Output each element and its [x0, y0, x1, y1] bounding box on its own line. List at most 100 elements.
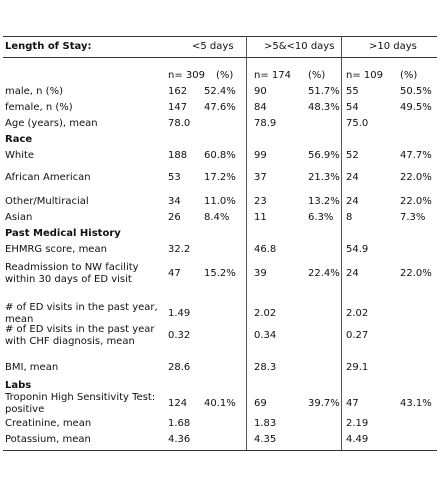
- table-cell: 78.0: [168, 118, 191, 129]
- table-cell: 1.49: [168, 308, 191, 319]
- table-cell: 11.0%: [204, 196, 236, 207]
- table-cell: 47: [346, 398, 359, 409]
- row-label: with CHF diagnosis, mean: [5, 336, 135, 347]
- table-cell: 4.36: [168, 434, 191, 445]
- table-cell: 0.32: [168, 330, 191, 341]
- table-cell: 26: [168, 212, 181, 223]
- row-label: positive: [5, 404, 45, 415]
- row-label: Potassium, mean: [5, 434, 91, 445]
- row-label: Troponin High Sensitivity Test:: [5, 392, 156, 403]
- row-label: Asian: [5, 212, 33, 223]
- row-label: BMI, mean: [5, 362, 59, 373]
- n-label: n= 309: [168, 70, 205, 81]
- table-cell: 84: [254, 102, 267, 113]
- table-cell: 2.02: [346, 308, 369, 319]
- table-cell: 53: [168, 172, 181, 183]
- header-group: >10 days: [369, 41, 417, 52]
- row-label: # of ED visits in the past year,: [5, 302, 158, 313]
- row-label: Age (years), mean: [5, 118, 98, 129]
- header-group: <5 days: [192, 41, 234, 52]
- section-heading: Past Medical History: [5, 228, 121, 239]
- row-label: # of ED visits in the past year: [5, 324, 155, 335]
- table-cell: 1.83: [254, 418, 277, 429]
- table-cell: 2.19: [346, 418, 369, 429]
- table-cell: 21.3%: [308, 172, 340, 183]
- table-cell: 1.68: [168, 418, 191, 429]
- table-cell: 47.6%: [204, 102, 236, 113]
- table-cell: 54.9: [346, 244, 369, 255]
- table-cell: 24: [346, 268, 359, 279]
- table-cell: 28.6: [168, 362, 191, 373]
- table-cell: 6.3%: [308, 212, 334, 223]
- header-group: >5&<10 days: [264, 41, 335, 52]
- table-cell: 52: [346, 150, 359, 161]
- table-cell: 28.3: [254, 362, 277, 373]
- row-label: African American: [5, 172, 91, 183]
- row-label: Other/Multiracial: [5, 196, 89, 207]
- row-label: White: [5, 150, 35, 161]
- table-cell: 17.2%: [204, 172, 236, 183]
- table-cell: 39.7%: [308, 398, 340, 409]
- table-cell: 15.2%: [204, 268, 236, 279]
- pct-label: (%): [216, 70, 234, 81]
- table-cell: 54: [346, 102, 359, 113]
- table-cell: 22.0%: [400, 172, 432, 183]
- table-cell: 47: [168, 268, 181, 279]
- table-cell: 8: [346, 212, 353, 223]
- table-rule: [3, 57, 437, 58]
- table-cell: 43.1%: [400, 398, 432, 409]
- table-cell: 37: [254, 172, 267, 183]
- table-cell: 78.9: [254, 118, 277, 129]
- table-rule: [3, 450, 437, 451]
- table-cell: 99: [254, 150, 267, 161]
- table-cell: 55: [346, 86, 359, 97]
- table-cell: 46.8: [254, 244, 277, 255]
- pct-label: (%): [308, 70, 326, 81]
- table-cell: 124: [168, 398, 188, 409]
- row-label: within 30 days of ED visit: [5, 274, 132, 285]
- table-cell: 7.3%: [400, 212, 426, 223]
- n-label: n= 109: [346, 70, 383, 81]
- table-cell: 162: [168, 86, 188, 97]
- table-cell: 22.0%: [400, 268, 432, 279]
- table-cell: 40.1%: [204, 398, 236, 409]
- table-cell: 34: [168, 196, 181, 207]
- table-cell: 56.9%: [308, 150, 340, 161]
- row-label: mean: [5, 314, 34, 325]
- row-label: female, n (%): [5, 102, 73, 113]
- row-label: Readmission to NW facility: [5, 262, 139, 273]
- table-cell: 32.2: [168, 244, 191, 255]
- table-cell: 8.4%: [204, 212, 230, 223]
- table-cell: 48.3%: [308, 102, 340, 113]
- table-cell: 0.34: [254, 330, 277, 341]
- table-cell: 50.5%: [400, 86, 432, 97]
- table-cell: 147: [168, 102, 188, 113]
- table-cell: 11: [254, 212, 267, 223]
- pct-label: (%): [400, 70, 418, 81]
- table-cell: 13.2%: [308, 196, 340, 207]
- n-label: n= 174: [254, 70, 291, 81]
- row-label: EHMRG score, mean: [5, 244, 107, 255]
- column-divider: [341, 36, 342, 450]
- column-divider: [246, 36, 247, 450]
- section-heading: Labs: [5, 380, 32, 391]
- row-label: Creatinine, mean: [5, 418, 92, 429]
- length-of-stay-table: Length of Stay: <5 days >5&<10 days >10 day…: [3, 36, 437, 451]
- table-cell: 60.8%: [204, 150, 236, 161]
- table-cell: 90: [254, 86, 267, 97]
- table-cell: 69: [254, 398, 267, 409]
- table-cell: 2.02: [254, 308, 277, 319]
- table-cell: 0.27: [346, 330, 369, 341]
- table-cell: 29.1: [346, 362, 369, 373]
- row-label: male, n (%): [5, 86, 63, 97]
- table-cell: 52.4%: [204, 86, 236, 97]
- table-cell: 47.7%: [400, 150, 432, 161]
- table-cell: 39: [254, 268, 267, 279]
- table-cell: 22.4%: [308, 268, 340, 279]
- table-cell: 24: [346, 196, 359, 207]
- table-cell: 24: [346, 172, 359, 183]
- table-cell: 22.0%: [400, 196, 432, 207]
- header-label: Length of Stay:: [5, 41, 92, 52]
- table-cell: 49.5%: [400, 102, 432, 113]
- table-cell: 188: [168, 150, 188, 161]
